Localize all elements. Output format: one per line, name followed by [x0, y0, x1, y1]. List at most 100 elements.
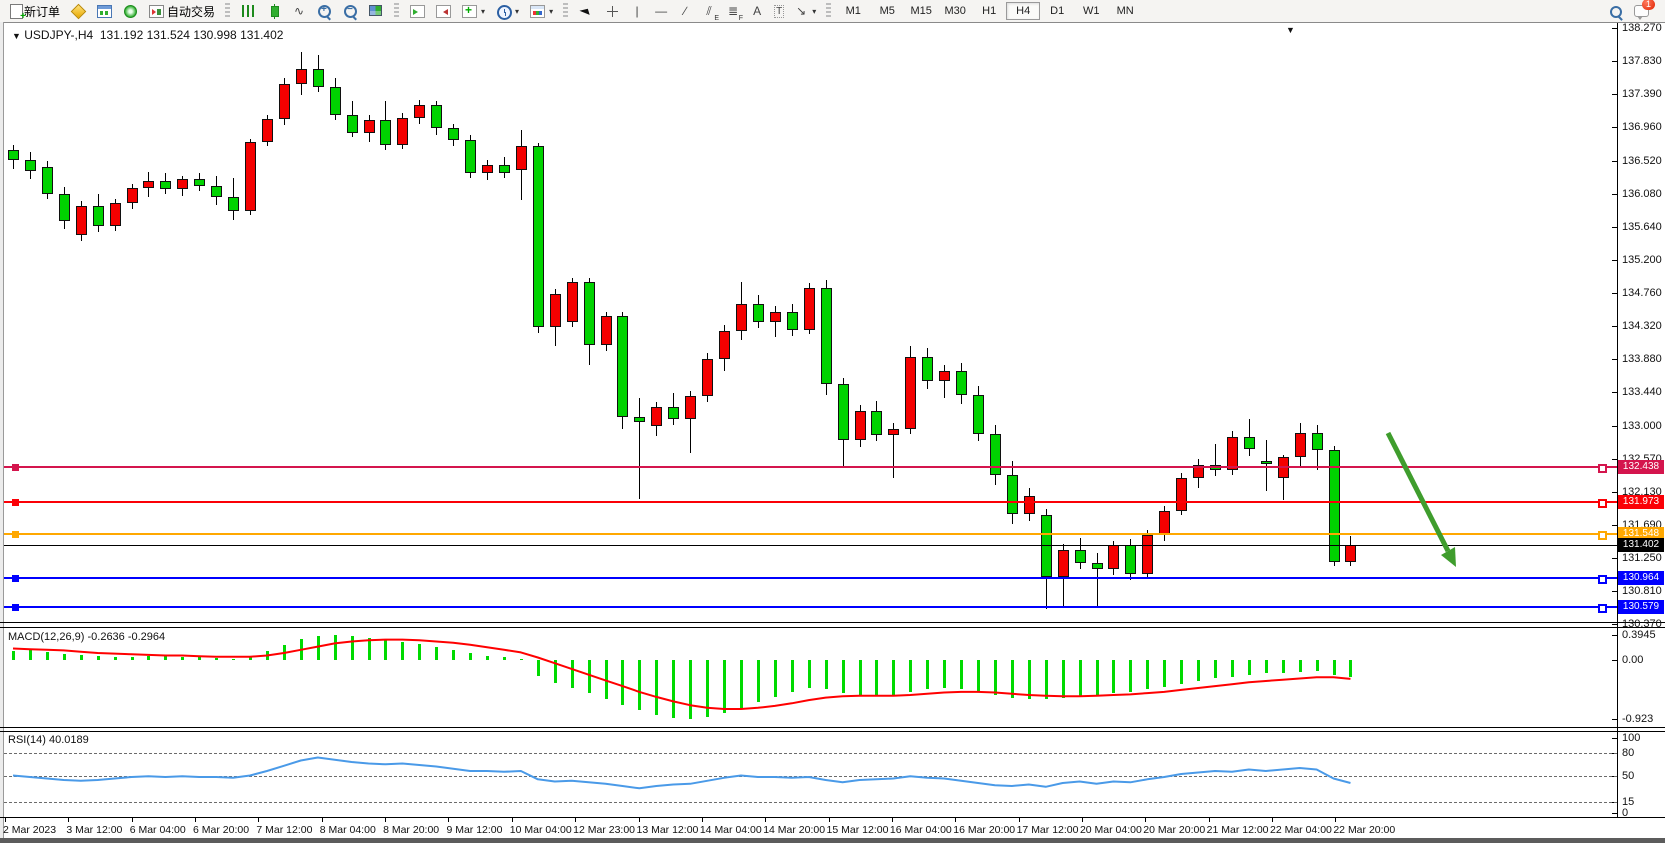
text-tool-button[interactable]: A	[745, 2, 769, 20]
notifications-button[interactable]: 1	[1628, 0, 1655, 20]
candle	[735, 304, 747, 332]
vertical-line-tool-button[interactable]: |	[625, 2, 649, 20]
new-order-button[interactable]: 新订单	[3, 2, 65, 22]
macd-histogram-bar	[841, 660, 845, 694]
macd-histogram-bar	[435, 646, 439, 660]
timeframe-button-h1[interactable]: H1	[982, 5, 997, 17]
price-badge-131.973: 131.973	[1618, 495, 1664, 510]
zoom-out-button[interactable]: −	[337, 2, 363, 20]
macd-histogram-bar	[1298, 660, 1302, 673]
rsi-label[interactable]: RSI(14) 40.0189	[8, 734, 89, 746]
macd-label[interactable]: MACD(12,26,9) -0.2636 -0.2964	[8, 631, 166, 643]
trendline-tool-button[interactable]: ∕	[673, 2, 697, 20]
bar-chart-mode-button[interactable]	[235, 2, 261, 20]
arrows-tool-button[interactable]: ↘ ▾	[789, 2, 821, 20]
price-axis-tick-label: 130.810	[1622, 585, 1662, 598]
panel-separator[interactable]	[0, 731, 1665, 732]
crosshair-tool-button[interactable]	[599, 2, 625, 20]
horizontal-line-131.402[interactable]	[4, 544, 1617, 546]
price-axis-tick-label: 134.320	[1622, 320, 1662, 333]
timeframe-button-m30[interactable]: M30	[944, 5, 966, 17]
chart-dropdown-icon[interactable]: ▼	[12, 31, 21, 41]
rsi-axis-tick	[1612, 738, 1617, 739]
candle	[1311, 433, 1323, 451]
panel-separator[interactable]	[0, 727, 1665, 728]
market-depth-button[interactable]	[65, 2, 91, 20]
new-chart-button[interactable]	[91, 2, 117, 20]
chart-window-icon	[97, 5, 113, 18]
horizontal-line-131.973[interactable]	[4, 501, 1617, 504]
price-axis-tick-label: 138.270	[1622, 22, 1662, 34]
line-handle-left[interactable]	[12, 499, 19, 507]
macd-histogram-bar	[198, 657, 202, 660]
horizontal-line-132.438[interactable]	[4, 466, 1617, 469]
horizontal-line-130.579[interactable]	[4, 606, 1617, 609]
ohlc-low: 130.998	[193, 28, 237, 42]
templates-button[interactable]: ▾	[524, 2, 558, 20]
chart-shift-button[interactable]	[430, 2, 456, 20]
auto-scroll-button[interactable]	[404, 2, 430, 20]
periods-button[interactable]: ▾	[490, 2, 524, 20]
text-label-tool-button[interactable]: T	[769, 2, 789, 20]
time-axis-label: 15 Mar 12:00	[826, 824, 889, 836]
macd-histogram-bar	[1010, 660, 1014, 698]
channel-tool-button[interactable]: ⫽ E	[697, 2, 721, 22]
cursor-tool-button[interactable]	[573, 2, 599, 20]
time-axis-tick	[1335, 818, 1337, 822]
autotrade-button[interactable]: 自动交易	[143, 2, 220, 20]
horizontal-line-tool-button[interactable]: —	[649, 2, 673, 20]
line-handle-left[interactable]	[12, 575, 19, 583]
fibonacci-tool-button[interactable]: ≣ F	[728, 4, 744, 22]
chart-title[interactable]: ▼ USDJPY-,H4 131.192 131.524 130.998 131…	[12, 28, 283, 42]
quick-nav-arrow-icon[interactable]: ▼	[1286, 25, 1295, 35]
line-handle-right[interactable]	[1598, 604, 1607, 614]
timeframe-button-mn[interactable]: MN	[1116, 5, 1134, 17]
indicators-button[interactable]: ▾	[456, 2, 490, 20]
line-handle-right[interactable]	[1598, 575, 1607, 585]
zoom-in-button[interactable]: +	[311, 2, 337, 20]
price-axis-tick-label: 136.520	[1622, 154, 1662, 167]
horizontal-line-131.548[interactable]	[4, 533, 1617, 536]
time-axis-tick	[195, 818, 197, 822]
line-handle-right[interactable]	[1598, 531, 1607, 541]
candle	[177, 179, 189, 190]
line-chart-mode-button[interactable]: ∿	[287, 2, 311, 20]
line-handle-left[interactable]	[12, 531, 19, 539]
horizontal-scrollbar[interactable]	[0, 838, 1665, 843]
macd-histogram-bar	[1332, 660, 1336, 676]
price-axis-tick	[1612, 226, 1617, 228]
signals-button[interactable]	[117, 2, 143, 20]
tile-windows-button[interactable]	[363, 2, 389, 20]
panel-separator[interactable]	[0, 622, 1665, 623]
timeframe-button-m5[interactable]: M5	[879, 5, 895, 17]
horizontal-line-130.964[interactable]	[4, 577, 1617, 580]
price-axis-tick	[1612, 392, 1617, 394]
candle	[549, 293, 561, 327]
candle-wick	[639, 398, 641, 499]
macd-histogram-bar	[147, 656, 151, 660]
candle	[1193, 465, 1205, 478]
panel-separator[interactable]	[0, 627, 1665, 628]
macd-histogram-bar	[130, 656, 134, 660]
candle	[397, 117, 409, 145]
timeframe-button-d1[interactable]: D1	[1050, 5, 1065, 17]
timeframe-button-w1[interactable]: W1	[1082, 5, 1100, 17]
search-button[interactable]	[1602, 2, 1628, 20]
macd-histogram-bar	[333, 634, 337, 660]
time-axis-label: 20 Mar 20:00	[1143, 824, 1206, 836]
macd-histogram-bar	[892, 660, 896, 696]
timeframe-button-h4[interactable]: H4	[1006, 2, 1041, 20]
candle-chart-mode-button[interactable]	[261, 2, 287, 20]
line-handle-right[interactable]	[1598, 464, 1607, 474]
line-handle-left[interactable]	[12, 604, 19, 612]
macd-histogram-bar	[367, 637, 371, 660]
line-handle-right[interactable]	[1598, 499, 1607, 509]
candle	[312, 69, 324, 88]
timeframe-button-m15[interactable]: M15	[910, 5, 932, 17]
timeframe-button-m1[interactable]: M1	[845, 5, 861, 17]
search-icon	[1610, 6, 1622, 18]
candle	[380, 119, 392, 145]
time-axis-tick	[638, 818, 640, 822]
time-axis-label: 21 Mar 12:00	[1206, 824, 1269, 836]
line-handle-left[interactable]	[12, 464, 19, 472]
